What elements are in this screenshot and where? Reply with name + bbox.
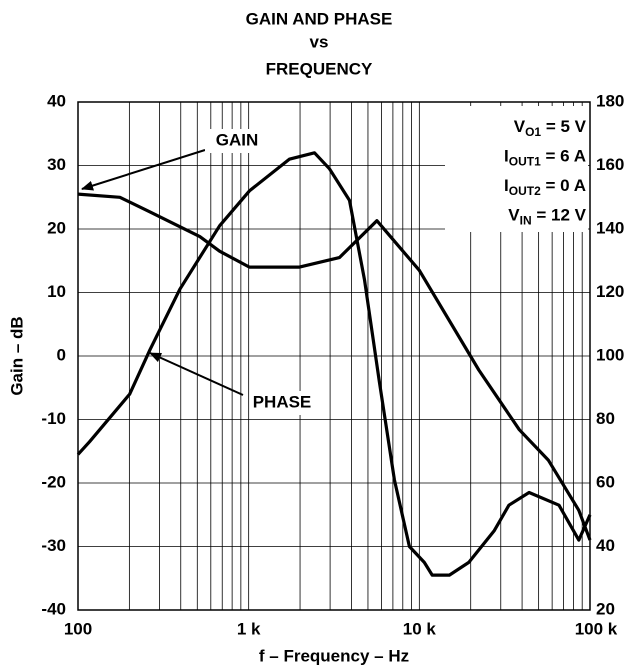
y-tick-label: -30	[41, 536, 66, 555]
legend-box	[445, 106, 588, 232]
y2-tick-label: 120	[596, 282, 624, 301]
condition-label: VIN = 12 V	[508, 206, 586, 228]
y2-tick-label: 20	[596, 599, 615, 618]
condition-label: IOUT2 = 0 A	[504, 176, 586, 198]
x-axis-label: f – Frequency – Hz	[259, 646, 409, 665]
y-tick-label: 0	[57, 345, 66, 364]
series-line	[77, 192, 592, 541]
condition-subscript: O1	[525, 125, 541, 139]
y2-tick-label: 140	[596, 218, 624, 237]
y-tick-label: 40	[47, 91, 66, 110]
x-tick-label: 10 k	[403, 619, 437, 638]
annotation-arrow	[81, 149, 206, 191]
condition-label: VO1 = 5 V	[514, 117, 587, 139]
series-line	[76, 151, 592, 577]
y-tick-label: 30	[47, 155, 66, 174]
plot-frame	[77, 101, 591, 611]
y2-tick-label: 180	[596, 91, 624, 110]
condition-text: = 5 V	[541, 117, 587, 136]
x-tick-label: 100 k	[575, 619, 618, 638]
condition-text: = 6 A	[541, 147, 586, 166]
y2-tick-label: 40	[596, 536, 615, 555]
x-tick-label: 1 k	[237, 619, 261, 638]
condition-symbol: V	[514, 117, 526, 136]
condition-symbol: I	[504, 147, 509, 166]
y2-tick-label: 80	[596, 409, 615, 428]
y2-tick-label: 160	[596, 155, 624, 174]
condition-text: = 0 A	[541, 176, 586, 195]
y-tick-label: 10	[47, 282, 66, 301]
condition-text: = 12 V	[532, 206, 587, 225]
condition-symbol: I	[504, 176, 509, 195]
y-tick-label: -10	[41, 409, 66, 428]
condition-subscript: IN	[520, 214, 532, 228]
x-tick-label: 100	[64, 619, 92, 638]
annotation-bg	[205, 129, 269, 153]
chart-title: vs	[310, 32, 329, 51]
y-tick-label: -20	[41, 472, 66, 491]
chart-title: FREQUENCY	[266, 59, 373, 78]
condition-label: IOUT1 = 6 A	[504, 147, 586, 169]
series-label: GAIN	[216, 130, 259, 149]
annotation-arrow	[149, 352, 244, 396]
y-tick-label: -40	[41, 599, 66, 618]
y2-tick-label: 60	[596, 472, 615, 491]
series-label: PHASE	[253, 392, 312, 411]
y-tick-label: 20	[47, 218, 66, 237]
condition-subscript: OUT2	[509, 184, 541, 198]
annotation-bg	[250, 391, 314, 415]
y2-tick-label: 100	[596, 345, 624, 364]
condition-subscript: OUT1	[509, 155, 541, 169]
y-axis-label: Gain – dB	[7, 316, 26, 395]
condition-symbol: V	[508, 206, 520, 225]
chart-title: GAIN AND PHASE	[246, 9, 393, 28]
